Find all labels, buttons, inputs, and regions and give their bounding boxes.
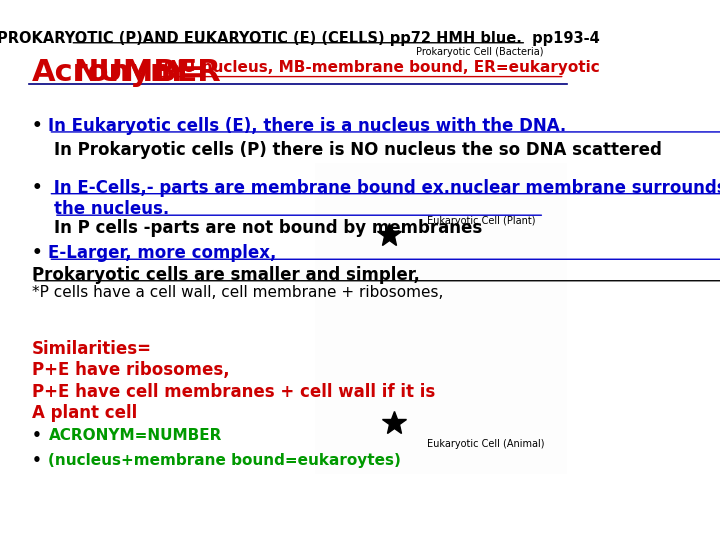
Text: PROKARYOTIC (P)AND EUKARYOTIC (E) (CELLS) pp72 HMH blue.  pp193-4: PROKARYOTIC (P)AND EUKARYOTIC (E) (CELLS… — [0, 31, 600, 46]
Text: Eukaryotic Cell (Plant): Eukaryotic Cell (Plant) — [428, 217, 536, 226]
Text: •: • — [32, 179, 42, 197]
Text: (NU-nucleus, MB-membrane bound, ER=eukaryotic: (NU-nucleus, MB-membrane bound, ER=eukar… — [158, 60, 600, 76]
Text: the nucleus.: the nucleus. — [54, 200, 169, 218]
Text: Similarities=: Similarities= — [32, 340, 152, 358]
Text: In E-Cells,- parts are membrane bound ex.nuclear membrane surrounds: In E-Cells,- parts are membrane bound ex… — [48, 179, 720, 197]
Text: Prokaryotic cells are smaller and simpler,: Prokaryotic cells are smaller and simple… — [32, 266, 420, 284]
Text: P+E have ribosomes,: P+E have ribosomes, — [32, 361, 230, 379]
Text: In P cells -parts are not bound by membranes: In P cells -parts are not bound by membr… — [54, 219, 482, 237]
Text: In Prokaryotic cells (P) there is NO nucleus the so DNA scattered: In Prokaryotic cells (P) there is NO nuc… — [54, 141, 662, 159]
Text: E-Larger, more complex,: E-Larger, more complex, — [48, 244, 277, 262]
FancyBboxPatch shape — [315, 163, 567, 474]
Text: Eukaryotic Cell (Animal): Eukaryotic Cell (Animal) — [428, 439, 545, 449]
Text: A plant cell: A plant cell — [32, 404, 138, 422]
Text: (nucleus+membrane bound=eukaroytes): (nucleus+membrane bound=eukaroytes) — [48, 453, 401, 468]
Text: •: • — [32, 428, 42, 443]
Text: *P cells have a cell wall, cell membrane + ribosomes,: *P cells have a cell wall, cell membrane… — [32, 285, 444, 300]
Text: •: • — [32, 244, 42, 262]
Text: •: • — [32, 117, 42, 135]
Text: Prokaryotic Cell (Bacteria): Prokaryotic Cell (Bacteria) — [416, 47, 544, 57]
Text: •: • — [32, 453, 42, 468]
Text: In Eukaryotic cells (E), there is a nucleus with the DNA.: In Eukaryotic cells (E), there is a nucl… — [48, 117, 567, 135]
Text: P+E have cell membranes + cell wall if it is: P+E have cell membranes + cell wall if i… — [32, 383, 436, 401]
Text: NUMBER: NUMBER — [73, 58, 221, 87]
Text: ACRONYM=NUMBER: ACRONYM=NUMBER — [48, 428, 222, 443]
Text: Acronym=: Acronym= — [32, 58, 208, 87]
